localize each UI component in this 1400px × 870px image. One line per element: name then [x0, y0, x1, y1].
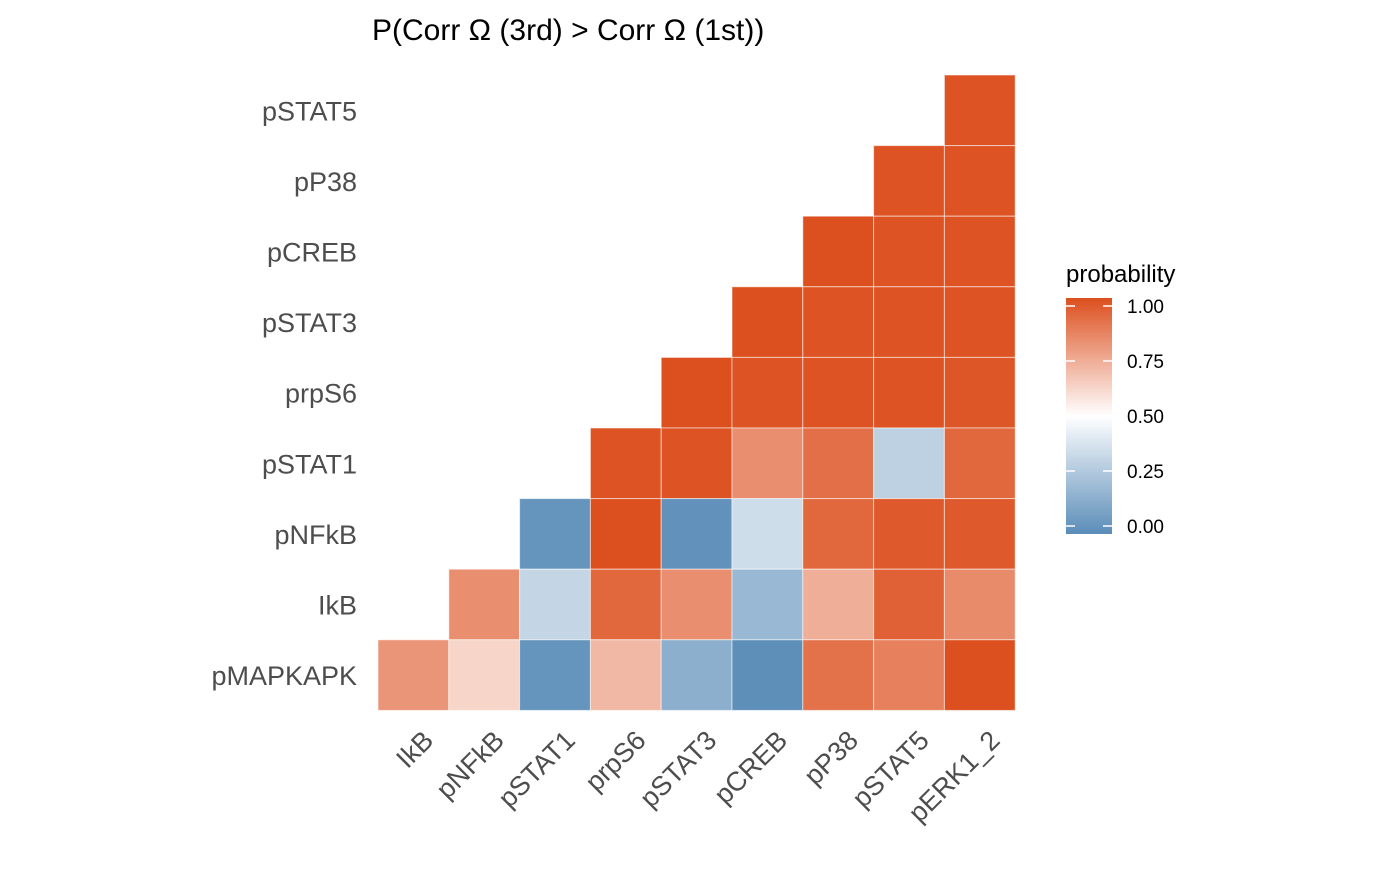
legend-tick-label-1: 0.75	[1127, 352, 1164, 373]
heatmap-cell-pnfkb-pp38	[802, 498, 875, 570]
heatmap-cell-ikb-pstat3	[660, 568, 733, 641]
heatmap-cell-prps6-perk1-2	[943, 356, 1016, 429]
heatmap-cell-pstat1-pcreb	[731, 427, 804, 500]
x-tick-label-pcreb: pCREB	[708, 725, 793, 810]
heatmap-cell-pstat1-pstat3	[660, 427, 733, 500]
legend-title: probability	[1066, 261, 1175, 288]
y-tick-label-pstat1: pSTAT1	[262, 449, 357, 479]
heatmap-cell-ikb-pstat5	[873, 568, 945, 641]
legend-tick-label-3: 0.25	[1127, 462, 1164, 483]
heatmap-cell-ikb-pcreb	[731, 568, 804, 641]
heatmap-cell-pp38-pstat5	[873, 145, 945, 217]
heatmap-cell-pcreb-pstat5	[873, 215, 945, 288]
y-tick-label-pmapkapk: pMAPKAPK	[211, 661, 357, 691]
y-tick-label-pnfkb: pNFkB	[274, 520, 357, 550]
heatmap-cell-pnfkb-pstat5	[873, 498, 945, 570]
heatmap-cell-ikb-pstat1	[519, 568, 591, 641]
x-tick-label-pp38: pP38	[798, 725, 864, 791]
heatmap-cell-pmapkapk-pp38	[802, 639, 875, 711]
heatmap-cell-pp38-perk1-2	[943, 145, 1016, 217]
heatmap-cell-ikb-perk1-2	[943, 568, 1016, 641]
heatmap-cell-prps6-pstat3	[660, 356, 733, 429]
heatmap-cell-pstat3-perk1-2	[943, 286, 1016, 358]
heatmap-cell-pstat1-perk1-2	[943, 427, 1016, 500]
heatmap-cell-pnfkb-perk1-2	[943, 498, 1016, 570]
chart-title: P(Corr Ω (3rd) > Corr Ω (1st))	[372, 14, 764, 47]
heatmap-cell-pmapkapk-pstat1	[519, 639, 591, 711]
heatmap-cell-pmapkapk-prps6	[589, 639, 662, 711]
heatmap-cell-pstat3-pp38	[802, 286, 875, 358]
heatmap-cell-pnfkb-pstat1	[519, 498, 591, 570]
heatmap-cell-prps6-pp38	[802, 356, 875, 429]
heatmap-cell-pmapkapk-pstat3	[660, 639, 733, 711]
heatmap-cell-ikb-pnfkb	[448, 568, 521, 641]
x-tick-label-pstat3: pSTAT3	[634, 725, 722, 813]
heatmap-cell-pcreb-pp38	[802, 215, 875, 288]
heatmap-cell-prps6-pcreb	[731, 356, 804, 429]
heatmap-cell-pstat5-perk1-2	[943, 74, 1016, 147]
y-tick-label-ikb: IkB	[318, 591, 357, 621]
y-tick-label-pstat5: pSTAT5	[262, 96, 357, 126]
heatmap-cell-pnfkb-pcreb	[731, 498, 804, 570]
y-axis-tick-labels: pSTAT5 pP38 pCREB pSTAT3 prpS6 pSTAT1 pNFkB IkB…	[211, 96, 357, 691]
heatmap-cell-ikb-prps6	[589, 568, 662, 641]
y-tick-label-pp38: pP38	[294, 167, 357, 197]
heatmap-cell-pmapkapk-perk1-2	[943, 639, 1016, 711]
heatmap-cell-pstat3-pstat5	[873, 286, 945, 358]
heatmap-cell-pmapkapk-ikb	[377, 639, 450, 711]
y-tick-label-prps6: prpS6	[285, 379, 357, 409]
heatmap-cell-pnfkb-pstat3	[660, 498, 733, 570]
heatmap-cell-pnfkb-prps6	[589, 498, 662, 570]
legend: probability 1.00 0.75 0.50 0.25 0.00	[1066, 261, 1175, 538]
heatmap-cell-pmapkapk-pcreb	[731, 639, 804, 711]
heatmap-cell-pcreb-perk1-2	[943, 215, 1016, 288]
legend-tick-label-4: 0.00	[1127, 517, 1164, 538]
x-tick-label-pstat1: pSTAT1	[492, 725, 580, 813]
y-tick-label-pcreb: pCREB	[267, 238, 357, 268]
heatmap-cell-pstat1-prps6	[589, 427, 662, 500]
y-tick-label-pstat3: pSTAT3	[262, 308, 357, 338]
x-tick-label-ikb: IkB	[390, 725, 439, 774]
legend-ticks: 1.00 0.75 0.50 0.25 0.00	[1066, 297, 1164, 538]
heatmap-cells	[377, 74, 1016, 711]
legend-tick-label-0: 1.00	[1127, 297, 1164, 318]
heatmap-cell-pstat1-pstat5	[873, 427, 945, 500]
heatmap-cell-pmapkapk-pnfkb	[448, 639, 521, 711]
heatmap-cell-prps6-pstat5	[873, 356, 945, 429]
heatmap-cell-pstat3-pcreb	[731, 286, 804, 358]
heatmap-cell-ikb-pp38	[802, 568, 875, 641]
legend-tick-label-2: 0.50	[1127, 407, 1164, 428]
heatmap-cell-pstat1-pp38	[802, 427, 875, 500]
heatmap-cell-pmapkapk-pstat5	[873, 639, 945, 711]
